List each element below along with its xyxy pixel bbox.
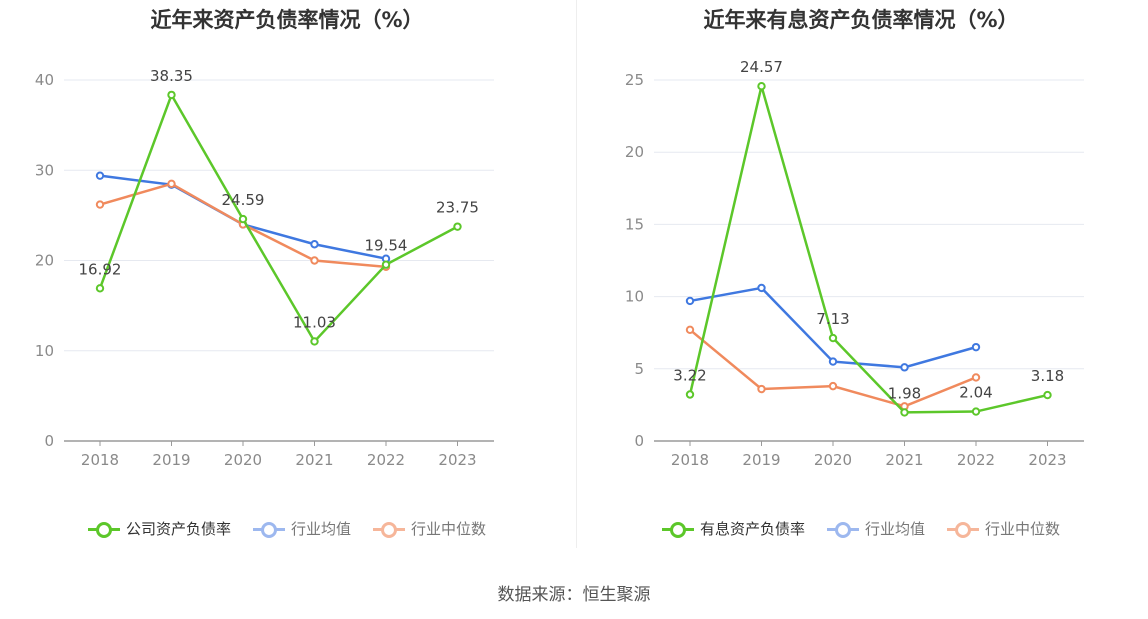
legend-label: 行业均值 <box>290 520 351 538</box>
data-label: 24.59 <box>222 191 265 209</box>
data-label: 19.54 <box>365 237 408 255</box>
y-tick-label: 15 <box>625 215 644 233</box>
y-tick-label: 10 <box>35 342 54 360</box>
right-chart-plot: 0 5 10 15 20 25 2018 2019 2020 2021 2022 2023 3.22 24… <box>625 58 1084 469</box>
y-tick-label: 20 <box>35 252 54 270</box>
legend-item[interactable]: 行业中位数 <box>373 518 486 539</box>
legend-item[interactable]: 行业均值 <box>826 518 925 539</box>
x-tick-label: 2022 <box>367 451 405 469</box>
data-point <box>757 384 766 394</box>
x-tick-label: 2019 <box>742 451 780 469</box>
y-tick-label: 0 <box>44 432 54 450</box>
legend-marker-icon <box>947 521 979 538</box>
data-label: 23.75 <box>436 199 479 217</box>
data-point <box>167 179 176 188</box>
legend-item[interactable]: 行业均值 <box>252 518 351 539</box>
x-tick-label: 2022 <box>957 451 995 469</box>
data-source-note: 数据来源：恒生聚源 <box>497 585 651 605</box>
legend-label: 行业中位数 <box>411 520 487 538</box>
data-point <box>971 373 981 382</box>
x-tick-label: 2018 <box>671 451 709 469</box>
data-point <box>828 357 838 366</box>
x-tick-label: 2023 <box>438 451 476 469</box>
legend-marker-icon <box>826 521 859 538</box>
left-chart-title: 近年来资产负债率情况（%） <box>150 8 424 32</box>
y-tick-label: 5 <box>634 360 644 378</box>
data-point <box>900 408 909 417</box>
legend-label: 行业中位数 <box>985 520 1061 538</box>
data-point <box>95 284 105 293</box>
data-label: 16.92 <box>79 260 122 278</box>
y-tick-label: 30 <box>35 161 54 179</box>
series-line <box>688 85 1048 414</box>
data-point <box>310 256 319 265</box>
data-point <box>971 342 981 352</box>
legend-marker-icon <box>373 521 405 538</box>
data-point <box>167 90 176 100</box>
y-tick-label: 10 <box>625 288 644 306</box>
data-point <box>1043 390 1052 400</box>
x-tick-label: 2019 <box>152 451 190 469</box>
legend-marker-icon <box>252 521 285 538</box>
data-point <box>900 363 909 372</box>
data-point <box>238 214 248 224</box>
data-point <box>828 381 838 391</box>
data-point <box>757 283 766 293</box>
data-point <box>685 325 695 335</box>
x-tick-label: 2021 <box>295 451 333 469</box>
data-label: 11.03 <box>293 313 336 331</box>
data-label: 7.13 <box>816 310 849 328</box>
y-tick-label: 20 <box>625 143 644 161</box>
data-point <box>310 337 319 346</box>
right-chart-legend: 有息资产负债率 行业均值 行业中位数 <box>574 518 1148 539</box>
data-label: 38.35 <box>150 67 193 85</box>
y-tick-label: 0 <box>634 432 644 450</box>
left-chart-legend: 公司资产负债率 行业均值 行业中位数 <box>0 518 574 539</box>
right-chart-title: 近年来有息资产负债率情况（%） <box>703 8 1019 32</box>
y-tick-label: 40 <box>35 71 54 89</box>
y-tick-label: 25 <box>625 71 644 89</box>
data-label: 1.98 <box>888 384 921 402</box>
series-line <box>98 91 459 344</box>
left-chart-plot: 0 10 20 30 40 2018 2019 2020 2021 2022 2023 16.92 38… <box>35 67 494 469</box>
data-point <box>685 296 695 306</box>
legend-item[interactable]: 行业中位数 <box>947 518 1060 539</box>
data-label: 24.57 <box>740 58 783 76</box>
x-tick-label: 2023 <box>1028 451 1066 469</box>
data-point <box>971 407 981 416</box>
data-point <box>310 240 319 249</box>
data-point <box>95 171 105 180</box>
legend-label: 公司资产负债率 <box>125 520 231 538</box>
data-point <box>95 200 105 209</box>
x-tick-label: 2021 <box>885 451 923 469</box>
data-point <box>381 260 391 269</box>
x-tick-label: 2018 <box>81 451 119 469</box>
right-chart-panel: 近年来有息资产负债率情况（%） 0 5 10 15 20 25 2018 2019 2020 20… <box>574 0 1148 560</box>
x-tick-label: 2020 <box>814 451 852 469</box>
data-label: 2.04 <box>959 384 992 402</box>
legend-marker-icon <box>661 521 694 538</box>
x-tick-label: 2020 <box>224 451 262 469</box>
legend-item[interactable]: 有息资产负债率 <box>661 518 805 539</box>
panel-divider <box>576 0 577 548</box>
legend-item[interactable]: 公司资产负债率 <box>87 518 231 539</box>
data-point <box>685 390 695 399</box>
data-point <box>757 82 766 91</box>
legend-label: 有息资产负债率 <box>699 520 805 538</box>
data-label: 3.22 <box>673 367 706 385</box>
data-point <box>453 222 462 231</box>
legend-label: 行业均值 <box>864 520 925 538</box>
legend-marker-icon <box>87 521 120 538</box>
left-chart-panel: 近年来资产负债率情况（%） 0 10 20 30 40 2018 2019 2020 2021 2… <box>0 0 574 560</box>
data-label: 3.18 <box>1031 367 1064 385</box>
data-point <box>828 333 838 343</box>
